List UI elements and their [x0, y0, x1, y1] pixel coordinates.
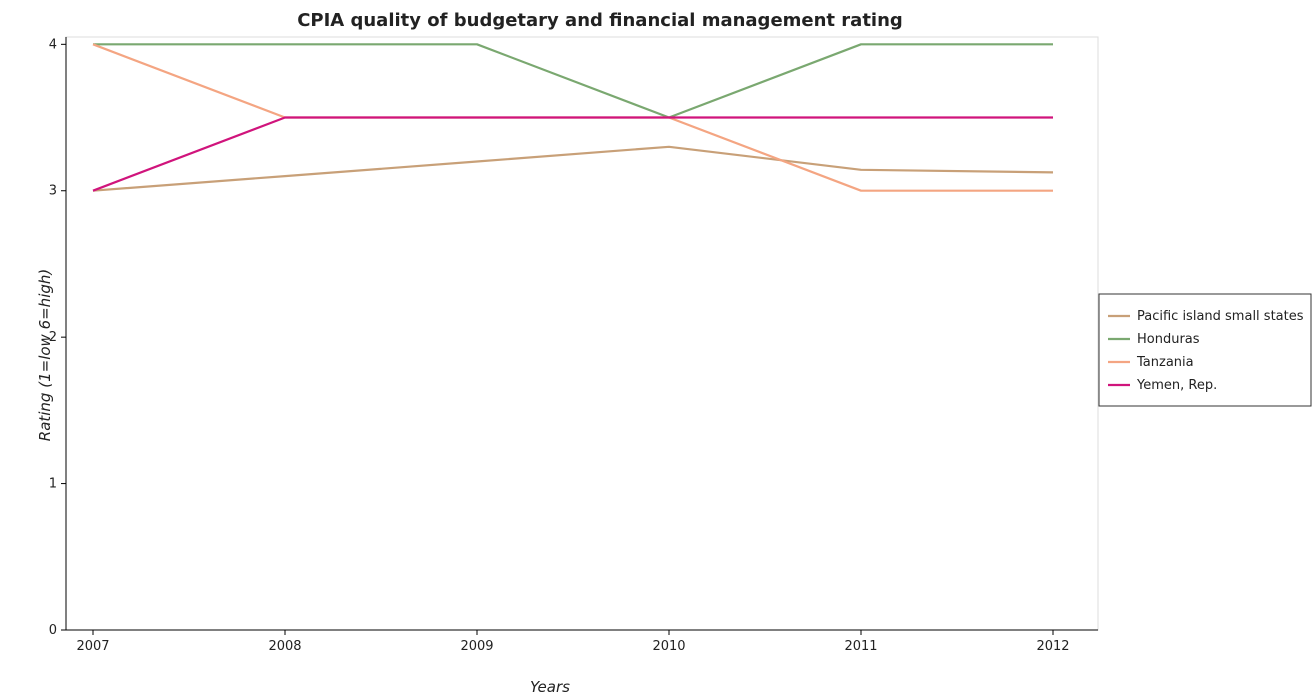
series-line [93, 43, 1053, 119]
x-tick-label: 2008 [268, 639, 301, 654]
x-axis: 2007 2008 2009 2010 2011 2012 [76, 630, 1070, 654]
legend-label: Pacific island small states [1137, 309, 1304, 324]
legend-box [1098, 293, 1312, 407]
x-tick-label: 2007 [76, 639, 109, 654]
y-tick-label: 0 [49, 623, 57, 638]
legend: Pacific island small states Honduras Tanza… [1098, 293, 1312, 407]
chart-title: CPIA quality of budgetary and financial … [297, 10, 903, 31]
plot-area [65, 36, 1099, 631]
x-tick-label: 2011 [844, 639, 877, 654]
legend-label: Yemen, Rep. [1136, 378, 1217, 393]
legend-label: Honduras [1137, 332, 1200, 347]
x-axis-title: Years [530, 678, 570, 696]
y-axis: 0 1 2 3 4 [49, 37, 66, 638]
x-tick-label: 2010 [652, 639, 685, 654]
y-tick-label: 2 [49, 330, 57, 345]
series-line [92, 145, 1054, 192]
legend-label: Tanzania [1136, 355, 1194, 370]
y-tick-label: 3 [49, 184, 57, 199]
series-line [92, 116, 1053, 192]
plot-border [65, 36, 1099, 631]
y-tick-label: 1 [49, 477, 57, 492]
x-tick-label: 2009 [460, 639, 493, 654]
x-tick-label: 2012 [1036, 639, 1069, 654]
series-lines [92, 43, 1054, 192]
y-axis-title: Rating (1=low 6=high) [36, 269, 54, 441]
y-tick-label: 4 [49, 37, 57, 52]
